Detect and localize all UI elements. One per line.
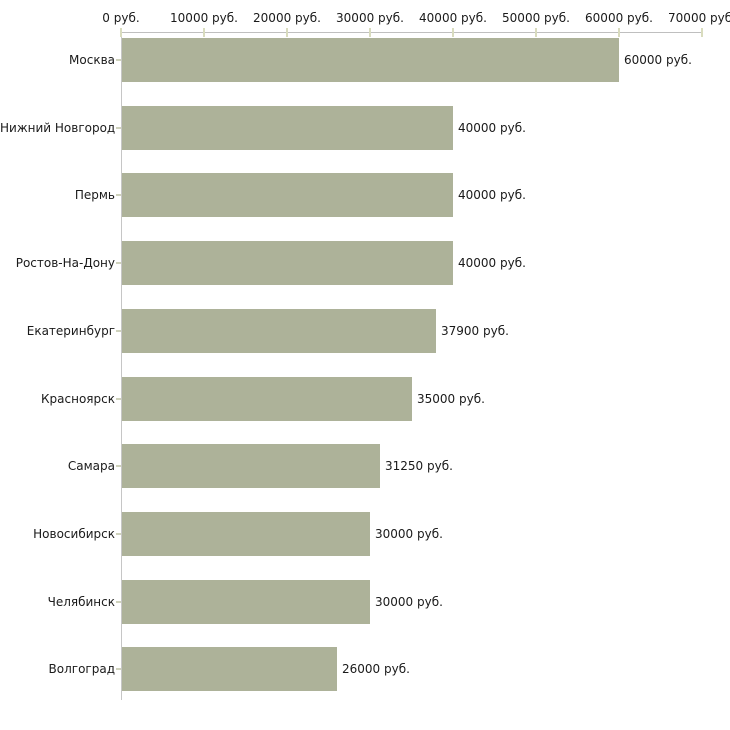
value-label: 40000 руб. [458,188,526,202]
bar-3 [122,173,453,217]
category-label: Челябинск [47,595,115,609]
x-axis-tick [618,28,620,37]
category-label: Красноярск [41,392,115,406]
value-label: 26000 руб. [342,662,410,676]
x-axis-tick-label: 60000 руб. [585,11,653,25]
category-tick [116,533,121,535]
category-label: Волгоград [48,662,115,676]
value-label: 30000 руб. [375,595,443,609]
category-label: Москва [69,53,115,67]
category-tick [116,398,121,400]
value-label: 40000 руб. [458,121,526,135]
bar-2 [122,106,453,150]
category-label: Ростов-На-Дону [15,256,115,270]
bar-7 [122,444,380,488]
y-axis-line [121,32,122,700]
category-tick [116,262,121,264]
x-axis-line [121,32,703,33]
x-axis-tick [369,28,371,37]
bar-9 [122,580,370,624]
category-tick [116,59,121,61]
x-axis-tick-label: 20000 руб. [253,11,321,25]
category-tick [116,127,121,129]
category-tick [116,601,121,603]
category-tick [116,465,121,467]
bar-8 [122,512,370,556]
x-axis-tick-label: 70000 руб. [668,11,730,25]
category-label: Новосибирск [33,527,115,541]
value-label: 37900 руб. [441,324,509,338]
x-axis-tick-label: 0 руб. [102,11,140,25]
bar-1 [122,38,619,82]
bar-5 [122,309,436,353]
x-axis-tick [535,28,537,37]
value-label: 35000 руб. [417,392,485,406]
x-axis-tick-label: 10000 руб. [170,11,238,25]
value-label: 31250 руб. [385,459,453,473]
value-label: 40000 руб. [458,256,526,270]
x-axis-tick [286,28,288,37]
x-axis-tick-label: 40000 руб. [419,11,487,25]
category-label: Самара [67,459,115,473]
category-tick [116,330,121,332]
category-label: Пермь [74,188,115,202]
x-axis-tick [452,28,454,37]
category-label: Нижний Новгород [0,121,116,135]
x-axis-tick [701,28,703,37]
value-label: 60000 руб. [624,53,692,67]
value-label: 30000 руб. [375,527,443,541]
x-axis-tick-label: 30000 руб. [336,11,404,25]
bar-10 [122,647,337,691]
x-axis-tick-label: 50000 руб. [502,11,570,25]
bar-4 [122,241,453,285]
x-axis-tick [120,28,122,37]
bar-6 [122,377,412,421]
category-tick [116,194,121,196]
category-tick [116,668,121,670]
category-label: Екатеринбург [26,324,115,338]
x-axis-tick [203,28,205,37]
